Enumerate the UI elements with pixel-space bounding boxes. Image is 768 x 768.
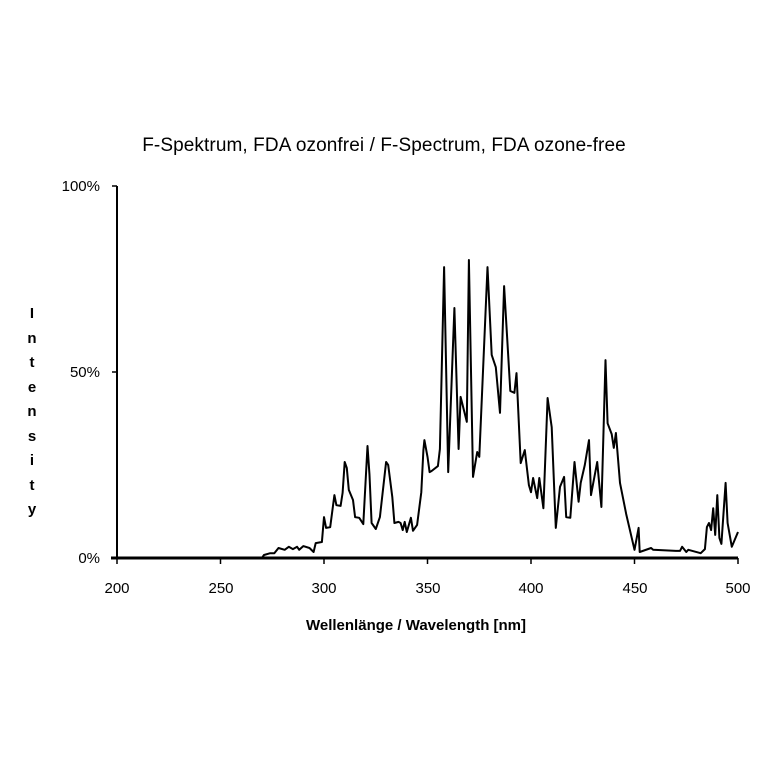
- y-axis-label-letter: y: [27, 501, 37, 518]
- x-tick-label-300: 300: [311, 580, 337, 597]
- y-tick-label-0: 0%: [78, 550, 100, 567]
- spectrum-line: [117, 259, 739, 559]
- y-axis-label-letter: t: [29, 476, 35, 494]
- y-tick-label-50: 50%: [69, 364, 100, 381]
- x-tick-label-500: 500: [725, 580, 751, 597]
- y-tick-label-100: 100%: [61, 178, 100, 195]
- chart-title: F-Spektrum, FDA ozonfrei / F-Spectrum, F…: [142, 135, 626, 156]
- y-axis-label-letter: i: [29, 452, 35, 469]
- x-tick-label-200: 200: [104, 580, 130, 597]
- x-tick-label-350: 350: [415, 580, 441, 597]
- y-ticks: [112, 185, 117, 559]
- x-tick-label-250: 250: [208, 580, 234, 597]
- y-axis-label-letter: e: [27, 378, 37, 396]
- y-axis-label-letter: n: [27, 403, 37, 420]
- y-axis-label-letter: t: [29, 354, 35, 371]
- x-axis-label: Wellenlänge / Wavelength [nm]: [305, 617, 527, 634]
- y-axis-label-letter: n: [27, 329, 37, 347]
- x-tick-label-400: 400: [518, 580, 544, 597]
- x-ticks: [116, 558, 739, 564]
- y-axis-label-letter: s: [27, 427, 37, 445]
- x-tick-label-450: 450: [622, 580, 648, 597]
- y-axis-label-letter: I: [29, 305, 35, 322]
